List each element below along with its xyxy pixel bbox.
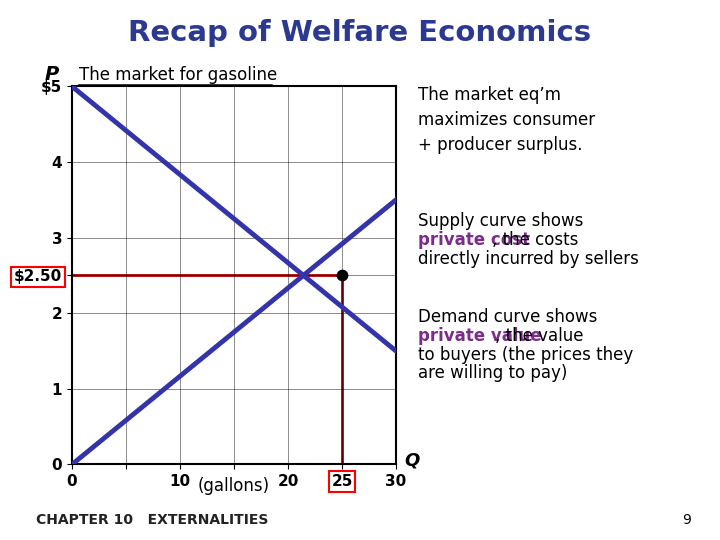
Point [336,271,348,280]
Text: to buyers (the prices they: to buyers (the prices they [418,346,633,363]
Text: Q: Q [405,451,420,469]
Text: Demand curve shows: Demand curve shows [418,308,597,326]
Text: are willing to pay): are willing to pay) [418,364,567,382]
Text: Recap of Welfare Economics: Recap of Welfare Economics [128,19,592,47]
Text: CHAPTER 10   EXTERNALITIES: CHAPTER 10 EXTERNALITIES [36,512,269,526]
Text: P: P [45,65,59,84]
Text: 9: 9 [683,512,691,526]
Text: directly incurred by sellers: directly incurred by sellers [418,250,639,268]
Text: The market eq’m
maximizes consumer
+ producer surplus.: The market eq’m maximizes consumer + pro… [418,86,595,154]
Text: private value: private value [418,327,541,345]
Text: The market for gasoline: The market for gasoline [79,65,277,84]
Text: (gallons): (gallons) [198,477,270,495]
Text: private cost: private cost [418,231,530,249]
Text: Supply curve shows: Supply curve shows [418,212,583,230]
Text: , the costs: , the costs [492,231,578,249]
Text: , the value: , the value [495,327,583,345]
